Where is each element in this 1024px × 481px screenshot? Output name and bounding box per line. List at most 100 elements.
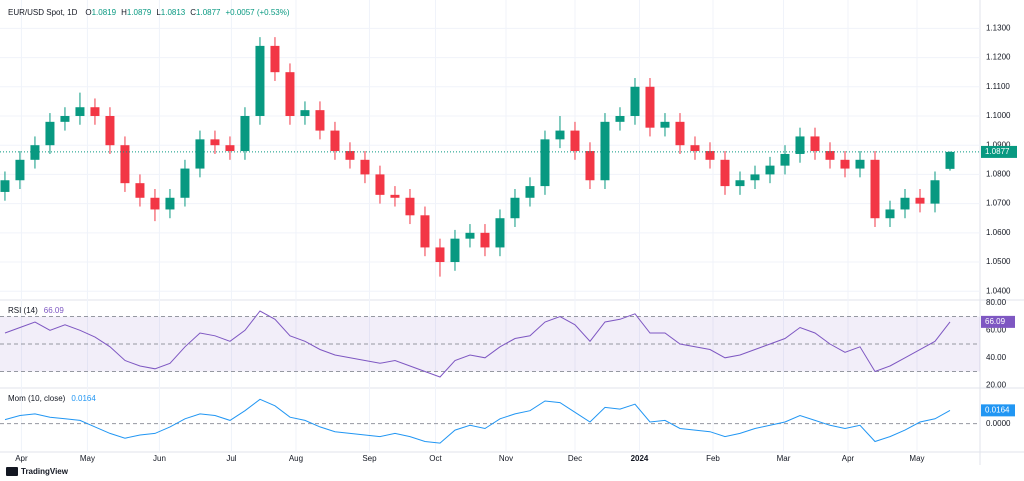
legend-value: 1.0879	[127, 8, 152, 17]
legend-value: 1.0877	[196, 8, 221, 17]
candle-body	[210, 139, 220, 146]
candle-body	[630, 86, 640, 116]
candle-body	[30, 145, 40, 160]
candle-body	[105, 115, 115, 146]
candle-body	[525, 186, 535, 198]
x-tick-label: May	[909, 454, 924, 463]
candle-body	[180, 168, 190, 198]
candle-body	[645, 86, 655, 128]
pane-value: 66.09	[44, 306, 65, 315]
legend-change: +0.0057 (+0.53%)	[225, 8, 289, 17]
candle-body	[45, 121, 55, 146]
y-tick-label: 1.0700	[986, 199, 1011, 208]
indicator-line	[4, 398, 951, 444]
candle-body	[915, 197, 925, 204]
candle-body	[165, 197, 175, 210]
candle-body	[480, 232, 490, 248]
candle-body	[390, 194, 400, 198]
x-tick-label: Nov	[499, 454, 513, 463]
candle-body	[270, 45, 280, 73]
candle-body	[15, 159, 25, 181]
last-value-label: 0.0164	[985, 405, 1010, 414]
pane-legend: RSI (14) 66.09	[8, 306, 64, 315]
legend: EUR/USD Spot, 1D O1.0819 H1.0879 L1.0813 C1.…	[8, 8, 290, 17]
x-tick-label: Apr	[15, 454, 28, 463]
candle-body	[360, 159, 370, 175]
legend-key: O	[85, 8, 91, 17]
y-tick-label: 1.1200	[986, 53, 1011, 62]
legend-key: H	[121, 8, 127, 17]
candle-body	[840, 159, 850, 169]
candle-body	[195, 139, 205, 169]
candle-body	[375, 174, 385, 195]
candle-body	[675, 121, 685, 146]
y-tick-label: 1.0900	[986, 140, 1011, 149]
candle-body	[345, 151, 355, 160]
candle-body	[795, 136, 805, 154]
candle-body	[150, 197, 160, 210]
candle-body	[0, 180, 10, 192]
y-tick-label: 1.1300	[986, 23, 1011, 32]
candle-body	[600, 121, 610, 181]
candle-body	[285, 72, 295, 116]
candle-body	[570, 130, 580, 152]
candle-body	[450, 238, 460, 263]
x-tick-label: Jun	[153, 454, 166, 463]
y-tick-label: 1.1000	[986, 111, 1011, 120]
candle-body	[825, 151, 835, 160]
candle-body	[420, 215, 430, 248]
candle-body	[705, 151, 715, 160]
indicator-line	[4, 310, 951, 378]
x-tick-label: Sep	[362, 454, 377, 463]
candle-body	[120, 145, 130, 184]
y-tick-label: 80.00	[986, 298, 1007, 307]
candle-body	[720, 159, 730, 187]
candle-body	[945, 151, 955, 169]
candle-body	[690, 145, 700, 152]
last-value-box	[981, 404, 1015, 417]
x-tick-label: Feb	[706, 454, 720, 463]
candle-body	[765, 165, 775, 175]
y-tick-label: 1.0800	[986, 170, 1011, 179]
candle-body	[75, 107, 85, 116]
brand-name: TradingView	[21, 467, 69, 476]
candle-body	[780, 153, 790, 166]
candle-body	[135, 183, 145, 198]
candle-body	[870, 159, 880, 219]
candle-body	[495, 218, 505, 248]
y-tick-label: 1.0500	[986, 257, 1011, 266]
candle-body	[900, 197, 910, 210]
candle-body	[735, 180, 745, 187]
pane-value: 0.0164	[71, 394, 96, 403]
candle-body	[555, 130, 565, 140]
last-price-label: 1.0877	[985, 147, 1010, 156]
last-value-box	[981, 315, 1015, 328]
candle-body	[585, 151, 595, 181]
candle-body	[255, 45, 265, 116]
legend-value: 1.0819	[92, 8, 117, 17]
last-price-box	[981, 145, 1017, 158]
y-tick-label: 20.00	[986, 380, 1007, 389]
brand-logo	[6, 467, 18, 476]
candle-body	[540, 139, 550, 187]
x-tick-label: Apr	[842, 454, 855, 463]
chart-title: EUR/USD Spot, 1D	[8, 8, 78, 17]
candle-body	[465, 232, 475, 239]
candle-body	[240, 115, 250, 152]
brand: TradingView	[6, 467, 69, 476]
y-tick-label: 0.0000	[986, 419, 1011, 428]
candle-body	[615, 115, 625, 122]
legend-value: 1.0813	[161, 8, 186, 17]
candle-body	[660, 121, 670, 128]
y-tick-label: 1.0600	[986, 228, 1011, 237]
y-tick-label: 1.0400	[986, 286, 1011, 295]
candle-body	[750, 174, 760, 181]
candle-body	[225, 145, 235, 152]
x-tick-label: Mar	[777, 454, 791, 463]
candle-body	[330, 130, 340, 152]
candle-body	[810, 136, 820, 152]
pane-title: RSI (14)	[8, 306, 38, 315]
candle-body	[510, 197, 520, 219]
candle-body	[405, 197, 415, 216]
